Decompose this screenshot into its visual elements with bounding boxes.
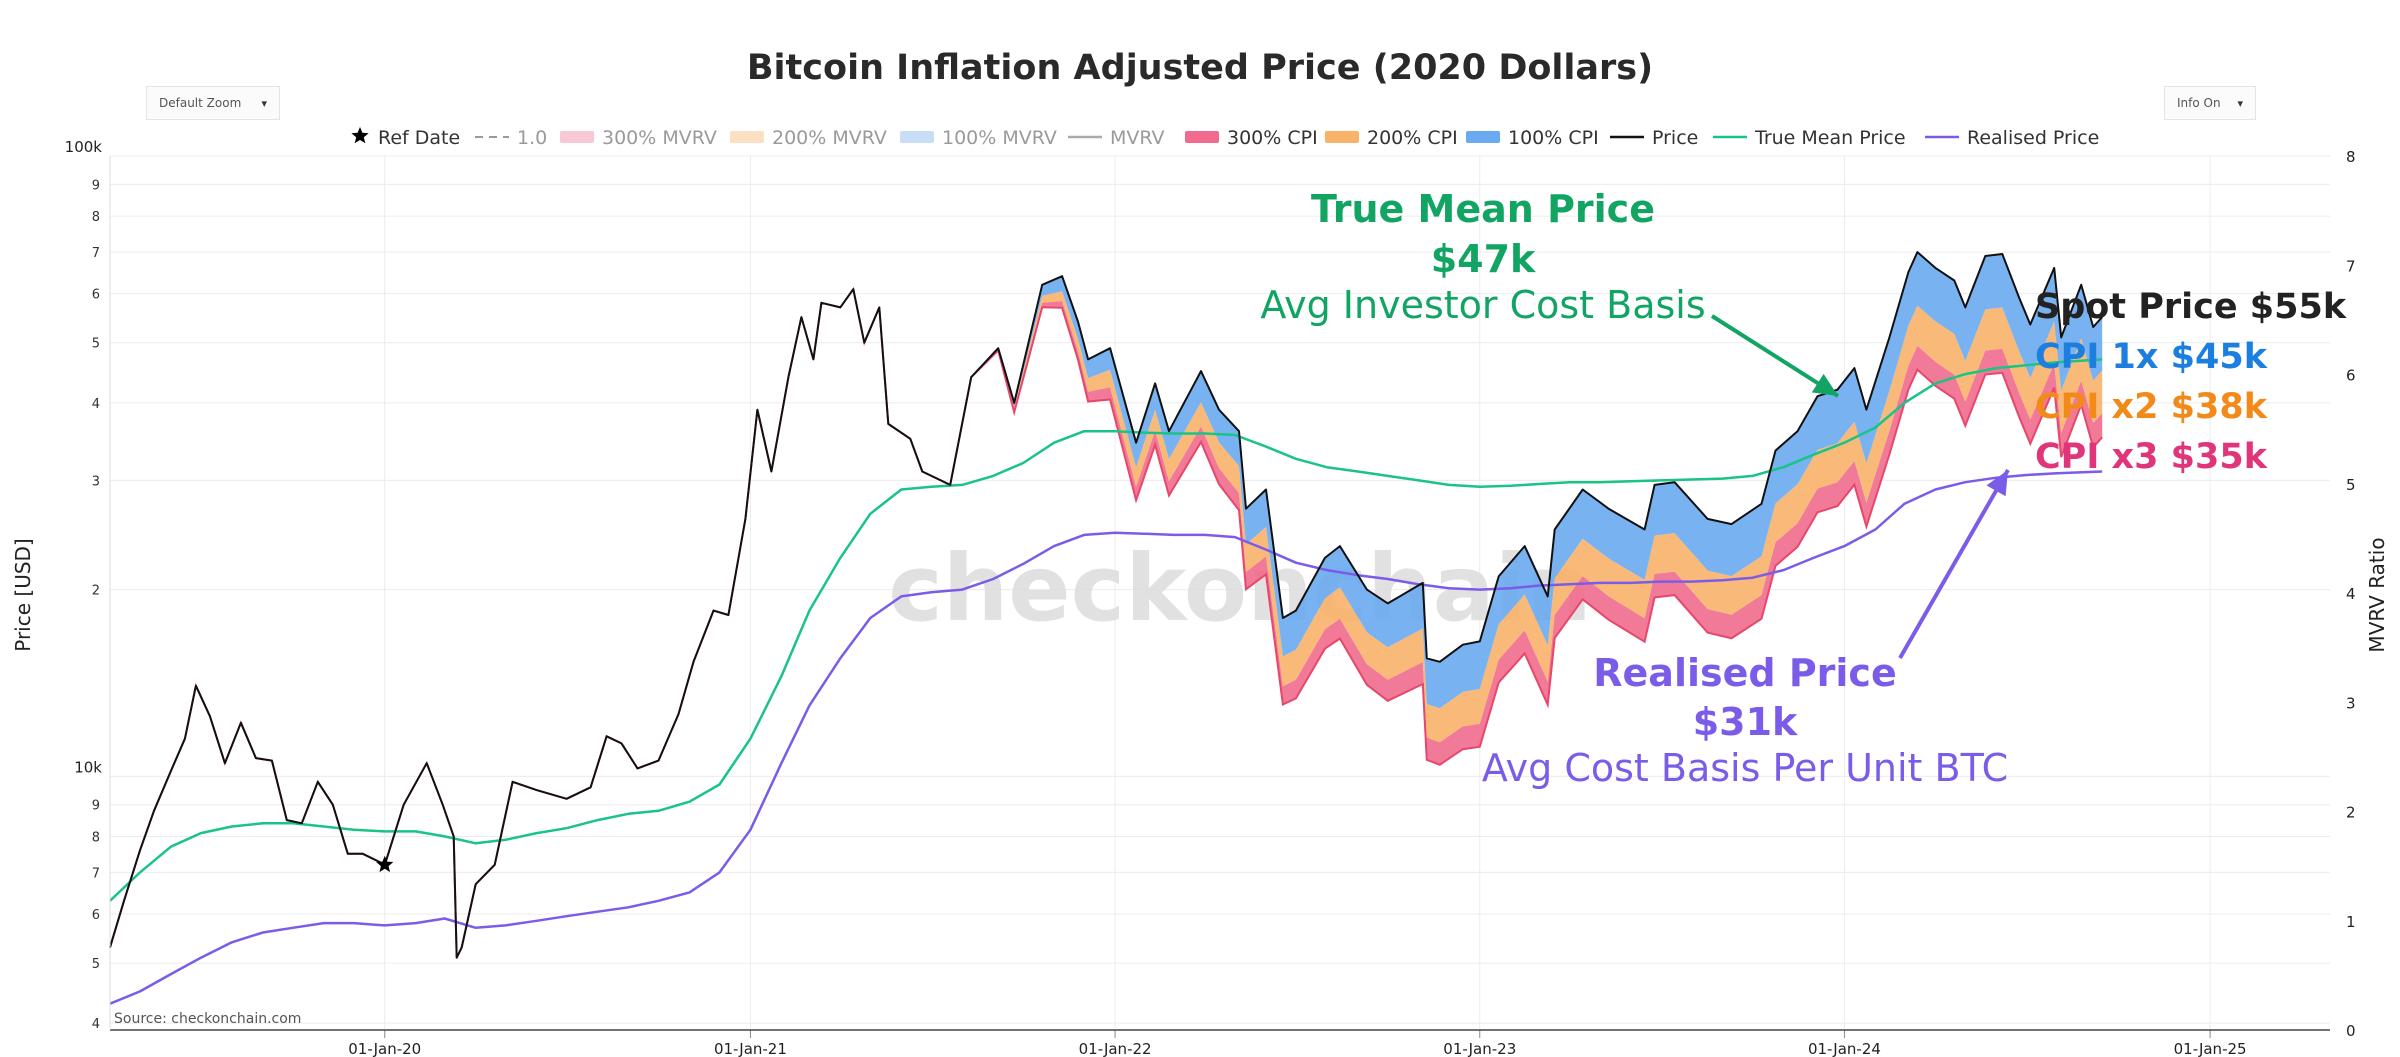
legend-item: MVRV: [1068, 127, 1165, 149]
legend-item: 1.0: [475, 127, 547, 149]
y2-tick-label: 0: [2346, 1022, 2356, 1040]
y2-tick-label: 6: [2346, 367, 2356, 385]
realised-title: Realised Price: [1593, 651, 1896, 695]
chevron-down-icon: ▾: [2237, 96, 2243, 110]
band-swatch: [1466, 131, 1500, 143]
legend-label: Ref Date: [378, 127, 460, 149]
info-dropdown-label: Info On: [2177, 96, 2221, 110]
callout-cpi1: CPI 1x $45k: [2035, 337, 2268, 377]
realised-arrow: [1898, 469, 2010, 659]
legend-item: Realised Price: [1925, 127, 2099, 149]
y2-axis-label: MVRV Ratio: [2365, 537, 2389, 652]
source-note: Source: checkonchain.com: [114, 1011, 301, 1027]
legend-item: 200% CPI: [1325, 127, 1458, 149]
true-mean-arrow: [1710, 314, 1840, 398]
x-tick-label: 01-Jan-21: [714, 1040, 787, 1057]
callout-spot: Spot Price $55k: [2035, 287, 2347, 327]
y-tick-label: 3: [92, 474, 100, 489]
x-tick-label: 01-Jan-24: [1808, 1040, 1881, 1057]
ref-date-star-icon: [376, 855, 394, 873]
y-tick-label: 4: [92, 1017, 100, 1032]
legend-label: 1.0: [517, 127, 547, 149]
y-tick-label: 8: [92, 210, 100, 225]
y-tick-label: 2: [92, 584, 100, 599]
true-mean-arrow-head: [1811, 373, 1838, 396]
callout-cpi3: CPI x3 $35k: [2035, 437, 2268, 477]
zoom-dropdown[interactable]: Default Zoom ▾: [146, 86, 280, 120]
y2-tick-label: 7: [2346, 257, 2356, 275]
series-lines: [109, 251, 2103, 1005]
star-icon: [351, 127, 369, 144]
callout-cpi2: CPI x2 $38k: [2035, 387, 2268, 427]
realised-subtitle: Avg Cost Basis Per Unit BTC: [1482, 746, 2008, 790]
y2-tick-label: 1: [2346, 913, 2356, 931]
legend-item: Price: [1610, 127, 1698, 149]
chevron-down-icon: ▾: [261, 96, 267, 110]
legend-label: 200% CPI: [1367, 127, 1458, 149]
grid: [110, 155, 2330, 1030]
y2-tick-label: 4: [2346, 585, 2356, 603]
y-tick-label: 100k: [65, 138, 103, 156]
legend-item: 300% MVRV: [560, 127, 717, 149]
legend-label: 100% CPI: [1508, 127, 1599, 149]
band-100-cpi: [110, 252, 2103, 958]
legend-label: 300% MVRV: [602, 127, 717, 149]
x-tick-label: 01-Jan-22: [1079, 1040, 1152, 1057]
legend-item: 100% MVRV: [900, 127, 1057, 149]
legend-label: 300% CPI: [1227, 127, 1318, 149]
y2-tick-label: 2: [2346, 804, 2356, 822]
realised-arrow-head: [1986, 470, 2008, 497]
band-200-cpi: [110, 289, 2103, 958]
series-realised-price: [109, 470, 2103, 1005]
true-mean-title: True Mean Price: [1311, 187, 1655, 231]
y-tick-label: 10k: [74, 758, 102, 776]
y2-tick-label: 3: [2346, 694, 2356, 712]
band-swatch: [730, 131, 764, 143]
legend-item: 100% CPI: [1466, 127, 1599, 149]
y-tick-label: 6: [92, 908, 100, 923]
series-true-mean-price: [109, 358, 2103, 902]
realised-value: $31k: [1693, 700, 1798, 744]
x-tick-label: 01-Jan-25: [2174, 1040, 2247, 1057]
legend: Ref Date 1.0 300% MVRV 200% MVRV 100% MVRV MV…: [351, 127, 2099, 149]
band-swatch: [560, 131, 594, 143]
y-tick-label: 5: [92, 337, 100, 352]
chart-title: Bitcoin Inflation Adjusted Price (2020 D…: [747, 48, 1653, 88]
band-300-cpi: [110, 289, 2103, 958]
legend-item: Ref Date: [351, 127, 460, 149]
y-tick-label: 4: [92, 397, 100, 412]
legend-label: MVRV: [1110, 127, 1165, 149]
legend-label: Price: [1652, 127, 1698, 149]
y-tick-label: 9: [92, 799, 100, 814]
true-mean-value: $47k: [1431, 237, 1536, 281]
true-mean-subtitle: Avg Investor Cost Basis: [1260, 283, 1705, 327]
legend-label: 200% MVRV: [772, 127, 887, 149]
band-swatch: [900, 131, 934, 143]
legend-label: Realised Price: [1967, 127, 2099, 149]
legend-item: 300% CPI: [1185, 127, 1318, 149]
legend-item: True Mean Price: [1713, 127, 1906, 149]
y2-tick-label: 5: [2346, 476, 2356, 494]
y-tick-label: 7: [92, 866, 100, 881]
zoom-dropdown-label: Default Zoom: [159, 96, 242, 110]
y-tick-label: 8: [92, 830, 100, 845]
y-tick-label: 7: [92, 246, 100, 261]
axes: 01-Jan-20 01-Jan-21 01-Jan-22 01-Jan-23 01-J…: [65, 138, 2356, 1057]
legend-label: 100% MVRV: [942, 127, 1057, 149]
x-tick-label: 01-Jan-20: [348, 1040, 421, 1057]
legend-label: True Mean Price: [1754, 127, 1906, 149]
x-tick-label: 01-Jan-23: [1443, 1040, 1516, 1057]
legend-item: 200% MVRV: [730, 127, 887, 149]
y2-tick-label: 8: [2346, 148, 2356, 166]
y-tick-label: 6: [92, 288, 100, 303]
y-tick-label: 9: [92, 178, 100, 193]
y-tick-label: 5: [92, 957, 100, 972]
band-swatch: [1325, 131, 1359, 143]
y-axis-label: Price [USD]: [11, 538, 35, 652]
info-dropdown[interactable]: Info On ▾: [2164, 86, 2256, 120]
band-swatch: [1185, 131, 1219, 143]
